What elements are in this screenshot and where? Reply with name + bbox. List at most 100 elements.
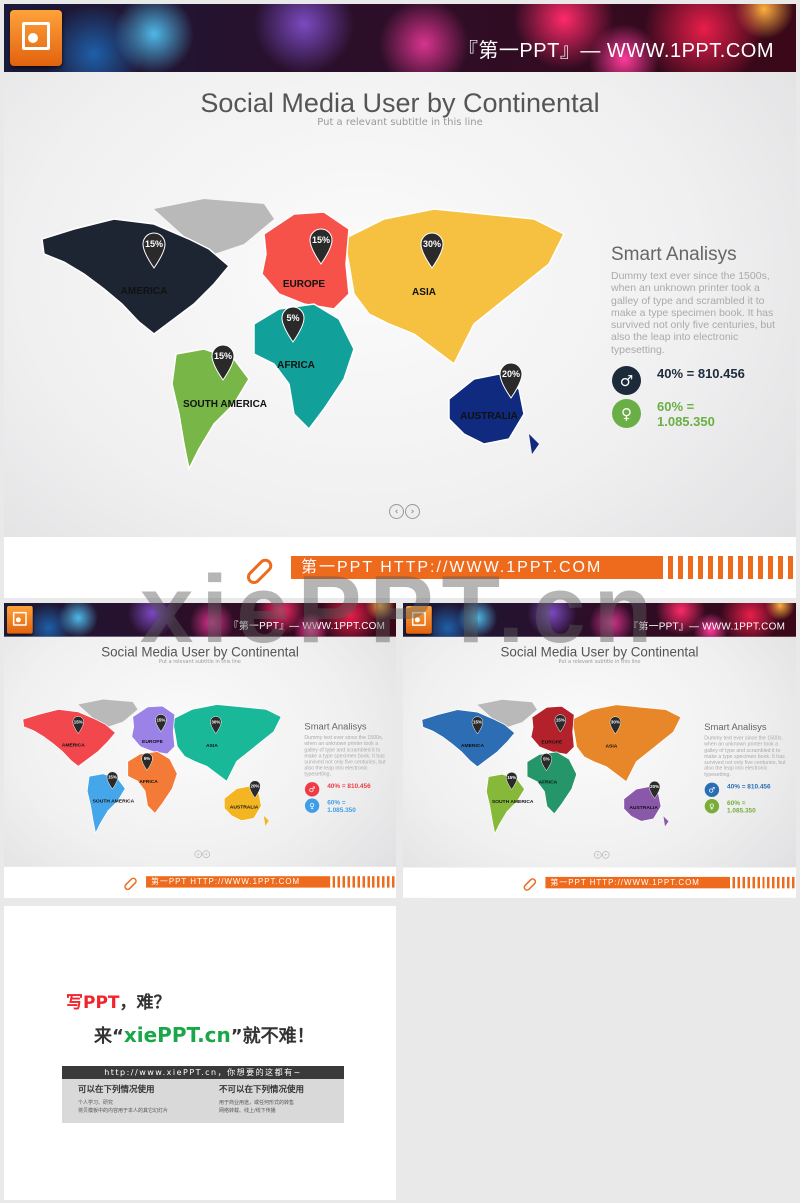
continent-europe[interactable]: [571, 704, 682, 783]
continent-america[interactable]: [421, 709, 516, 768]
map-pin[interactable]: 30%: [609, 716, 622, 735]
pin-percent: 15%: [156, 717, 165, 722]
stat-value: 40% = 810.456: [657, 366, 745, 381]
allowed-title: 可以在下列情况使用: [78, 1085, 155, 1095]
slide-subtitle: Put a relevant subtitle in this line: [558, 659, 641, 665]
map-pin[interactable]: 15%: [211, 344, 235, 381]
allowed-column: 可以在下列情况使用 个人学习、研究 将贝模板中的内容用于本人的其它幻灯片: [62, 1079, 203, 1123]
map-pin[interactable]: 15%: [471, 716, 484, 735]
continent-america[interactable]: [22, 709, 116, 767]
stat-value: 60% = 1.085.350: [327, 798, 356, 814]
map-pin[interactable]: 5%: [540, 753, 553, 772]
map-pin[interactable]: 15%: [505, 772, 518, 791]
map-pin[interactable]: 20%: [249, 780, 261, 799]
prev-button[interactable]: ‹: [389, 504, 404, 519]
promo-pre: 来“: [94, 1026, 124, 1047]
slide-nav: ‹ ›: [594, 851, 610, 859]
map-pin[interactable]: 15%: [155, 714, 167, 733]
slide-subtitle: Put a relevant subtitle in this line: [159, 658, 241, 665]
continent-australia[interactable]: [448, 373, 525, 445]
pin-percent: 15%: [74, 719, 83, 724]
next-button[interactable]: ›: [405, 504, 420, 519]
pencil-icon: [122, 876, 139, 892]
pin-percent: 15%: [312, 235, 330, 245]
continent-label: SOUTH AMERICA: [492, 799, 534, 805]
next-button[interactable]: ›: [601, 851, 610, 859]
new-zealand-shape: [263, 815, 269, 826]
slide-canvas: 『第一PPT』— WWW.1PPT.COM Social Media User …: [403, 603, 796, 898]
map-pin[interactable]: 15%: [142, 232, 166, 269]
promo-site-link[interactable]: xiePPT.cn: [123, 1023, 231, 1047]
continent-africa[interactable]: [127, 751, 178, 814]
greenland-shape: [154, 199, 274, 254]
map-pin[interactable]: 30%: [420, 232, 444, 269]
greenland-shape: [477, 699, 537, 728]
continent-africa[interactable]: [253, 303, 355, 431]
slide-canvas: 『第一PPT』— WWW.1PPT.COM Social Media User …: [4, 4, 796, 598]
map-pin[interactable]: 15%: [309, 228, 333, 265]
pin-percent: 15%: [473, 720, 482, 725]
promo-url-bar[interactable]: http://www.xiePPT.cn，你想要的这都有~: [62, 1066, 344, 1079]
slide-nav: ‹ ›: [194, 850, 210, 858]
continent-asia[interactable]: [261, 211, 350, 310]
stat-row: ♀ 60% = 1.085.350: [704, 799, 762, 814]
pin-percent: 30%: [423, 239, 441, 249]
continent-label: AUSTRALIA: [629, 805, 658, 811]
stat-row: ♂ 40% = 810.456: [612, 366, 796, 395]
stat-value: 60% = 1.085.350: [727, 799, 756, 814]
side-title: Smart Analisys: [304, 721, 367, 733]
banner-text: 『第一PPT』— WWW.1PPT.COM: [628, 620, 786, 632]
world-map: 15% AMERICA 15% EUROPE 30% ASIA 5% AFRICA 15% SOU…: [421, 699, 682, 835]
map-pin[interactable]: 15%: [72, 716, 84, 735]
map-pin[interactable]: 5%: [141, 752, 153, 771]
prev-button[interactable]: ‹: [594, 851, 602, 859]
map-pin[interactable]: 30%: [210, 716, 222, 735]
map-pin[interactable]: 15%: [106, 771, 119, 790]
pin-percent: 5%: [286, 313, 299, 323]
slide-1[interactable]: 『第一PPT』— WWW.1PPT.COM Social Media User …: [4, 4, 796, 598]
continent-asia[interactable]: [530, 705, 575, 755]
male-icon: ♂: [704, 782, 720, 798]
map-pin[interactable]: 15%: [554, 714, 567, 733]
footer: 第一PPT HTTP://WWW.1PPT.COM: [4, 537, 796, 598]
powerpoint-logo-icon: [6, 605, 33, 634]
powerpoint-logo-icon: [10, 10, 62, 66]
pin-percent: 30%: [211, 719, 220, 724]
continent-africa[interactable]: [526, 751, 578, 815]
continent-label: AMERICA: [461, 743, 485, 749]
continent-australia[interactable]: [623, 786, 662, 822]
footer-link[interactable]: 第一PPT HTTP://WWW.1PPT.COM: [291, 556, 663, 579]
continent-australia[interactable]: [223, 785, 262, 822]
map-pin[interactable]: 5%: [281, 306, 305, 343]
continent-asia[interactable]: [131, 705, 176, 755]
female-icon: ♀: [612, 399, 641, 428]
continent-europe[interactable]: [343, 208, 566, 366]
footer-link[interactable]: 第一PPT HTTP://WWW.1PPT.COM: [545, 876, 731, 889]
pin-percent: 15%: [145, 239, 163, 249]
next-button[interactable]: ›: [202, 850, 210, 858]
continent-label: EUROPE: [142, 739, 164, 745]
promo-rest-text: ，难？: [119, 993, 171, 1013]
slide-3[interactable]: 『第一PPT』— WWW.1PPT.COM Social Media User …: [403, 603, 796, 898]
male-icon: ♂: [612, 366, 641, 395]
prev-button[interactable]: ‹: [194, 850, 202, 858]
disallowed-column: 不可以在下列情况使用 用于商业用途，或任何形式的转售 网络转载、线上/线下传播: [203, 1079, 344, 1123]
slide-subtitle: Put a relevant subtitle in this line: [317, 117, 483, 128]
pencil-icon: [244, 555, 276, 587]
continent-label: EUROPE: [283, 279, 326, 290]
continent-europe[interactable]: [171, 704, 282, 782]
powerpoint-logo-icon: [405, 605, 432, 634]
footer-stripes: [732, 876, 796, 889]
map-pin[interactable]: 20%: [648, 780, 661, 799]
continent-label: ASIA: [412, 287, 436, 298]
promo-red-text: 写PPT: [66, 993, 120, 1013]
world-map: 15% AMERICA 15% EUROPE 30% ASIA 5% AFRICA 15% SOU…: [41, 199, 566, 472]
map-pin[interactable]: 20%: [499, 362, 523, 399]
side-title: Smart Analisys: [611, 244, 737, 265]
slide-2[interactable]: 『第一PPT』— WWW.1PPT.COM Social Media User …: [4, 603, 396, 898]
promo-line-1: 写PPT，难？: [66, 988, 171, 1013]
footer-stripes: [668, 556, 796, 579]
footer-link[interactable]: 第一PPT HTTP://WWW.1PPT.COM: [146, 876, 331, 888]
new-zealand-shape: [529, 434, 539, 454]
continent-america[interactable]: [41, 218, 231, 335]
